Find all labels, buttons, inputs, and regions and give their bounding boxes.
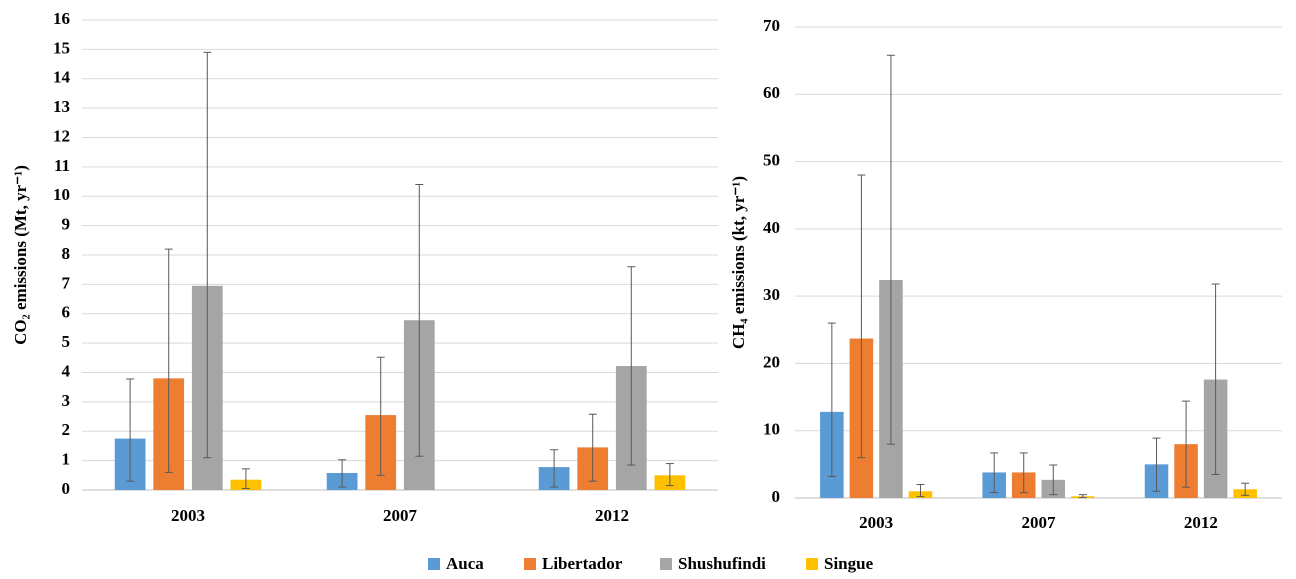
legend-swatch: [806, 558, 818, 570]
error-bar: [1152, 437, 1161, 492]
y-tick-label: 8: [62, 244, 71, 263]
error-bar: [627, 266, 636, 466]
error-bar: [1182, 400, 1191, 488]
legend-swatch: [660, 558, 672, 570]
y-tick-label: 9: [62, 215, 71, 234]
legend-label: Libertador: [542, 554, 623, 573]
y-tick-label: 15: [53, 38, 70, 57]
y-axis-label: CO₂ emissions (Mt, yr⁻¹): [11, 165, 30, 345]
legend-swatch: [428, 558, 440, 570]
x-tick-label: 2003: [171, 506, 205, 525]
y-tick-label: 40: [763, 218, 780, 237]
y-tick-label: 30: [763, 285, 780, 304]
y-tick-label: 10: [53, 185, 70, 204]
y-tick-label: 60: [763, 83, 780, 102]
error-bar: [886, 54, 895, 445]
y-tick-label: 4: [62, 361, 71, 380]
error-bar: [857, 174, 866, 459]
legend-swatch: [524, 558, 536, 570]
y-tick-label: 0: [62, 479, 71, 498]
y-tick-label: 14: [53, 68, 71, 87]
legend-label: Singue: [824, 554, 874, 573]
x-tick-label: 2007: [1022, 513, 1057, 532]
x-tick-label: 2003: [859, 513, 893, 532]
error-bar: [164, 248, 173, 473]
x-tick-label: 2007: [383, 506, 418, 525]
y-tick-label: 50: [763, 150, 780, 169]
error-bar: [415, 184, 424, 457]
y-tick-label: 10: [763, 420, 780, 439]
x-tick-label: 2012: [595, 506, 629, 525]
legend-label: Auca: [446, 554, 484, 573]
error-bar: [1211, 283, 1220, 475]
error-bar: [990, 452, 999, 494]
error-bar: [376, 356, 385, 476]
y-tick-label: 16: [53, 9, 70, 28]
y-tick-label: 3: [62, 391, 71, 410]
error-bar: [338, 459, 347, 488]
error-bar: [203, 51, 212, 459]
error-bar: [1019, 452, 1028, 494]
y-tick-label: 0: [772, 487, 781, 506]
y-tick-label: 70: [763, 16, 780, 35]
x-tick-label: 2012: [1184, 513, 1218, 532]
error-bar: [1078, 494, 1087, 499]
y-tick-label: 1: [62, 450, 71, 469]
error-bar: [665, 463, 674, 487]
y-tick-label: 13: [53, 97, 70, 116]
error-bar: [827, 322, 836, 477]
error-bar: [588, 413, 597, 482]
y-tick-label: 2: [62, 420, 71, 439]
error-bar: [241, 468, 250, 490]
y-tick-label: 12: [53, 126, 70, 145]
error-bar: [916, 484, 925, 498]
legend-label: Shushufindi: [678, 554, 766, 573]
error-bar: [1241, 482, 1250, 496]
y-tick-label: 7: [62, 273, 71, 292]
y-tick-label: 5: [62, 332, 71, 351]
y-tick-label: 20: [763, 352, 780, 371]
error-bar: [126, 378, 135, 482]
y-tick-label: 11: [54, 156, 70, 175]
y-axis-label: CH₄ emissions (kt, yr⁻¹): [729, 176, 748, 349]
error-bar: [1049, 464, 1058, 496]
y-tick-label: 6: [62, 303, 71, 322]
error-bar: [550, 449, 559, 488]
